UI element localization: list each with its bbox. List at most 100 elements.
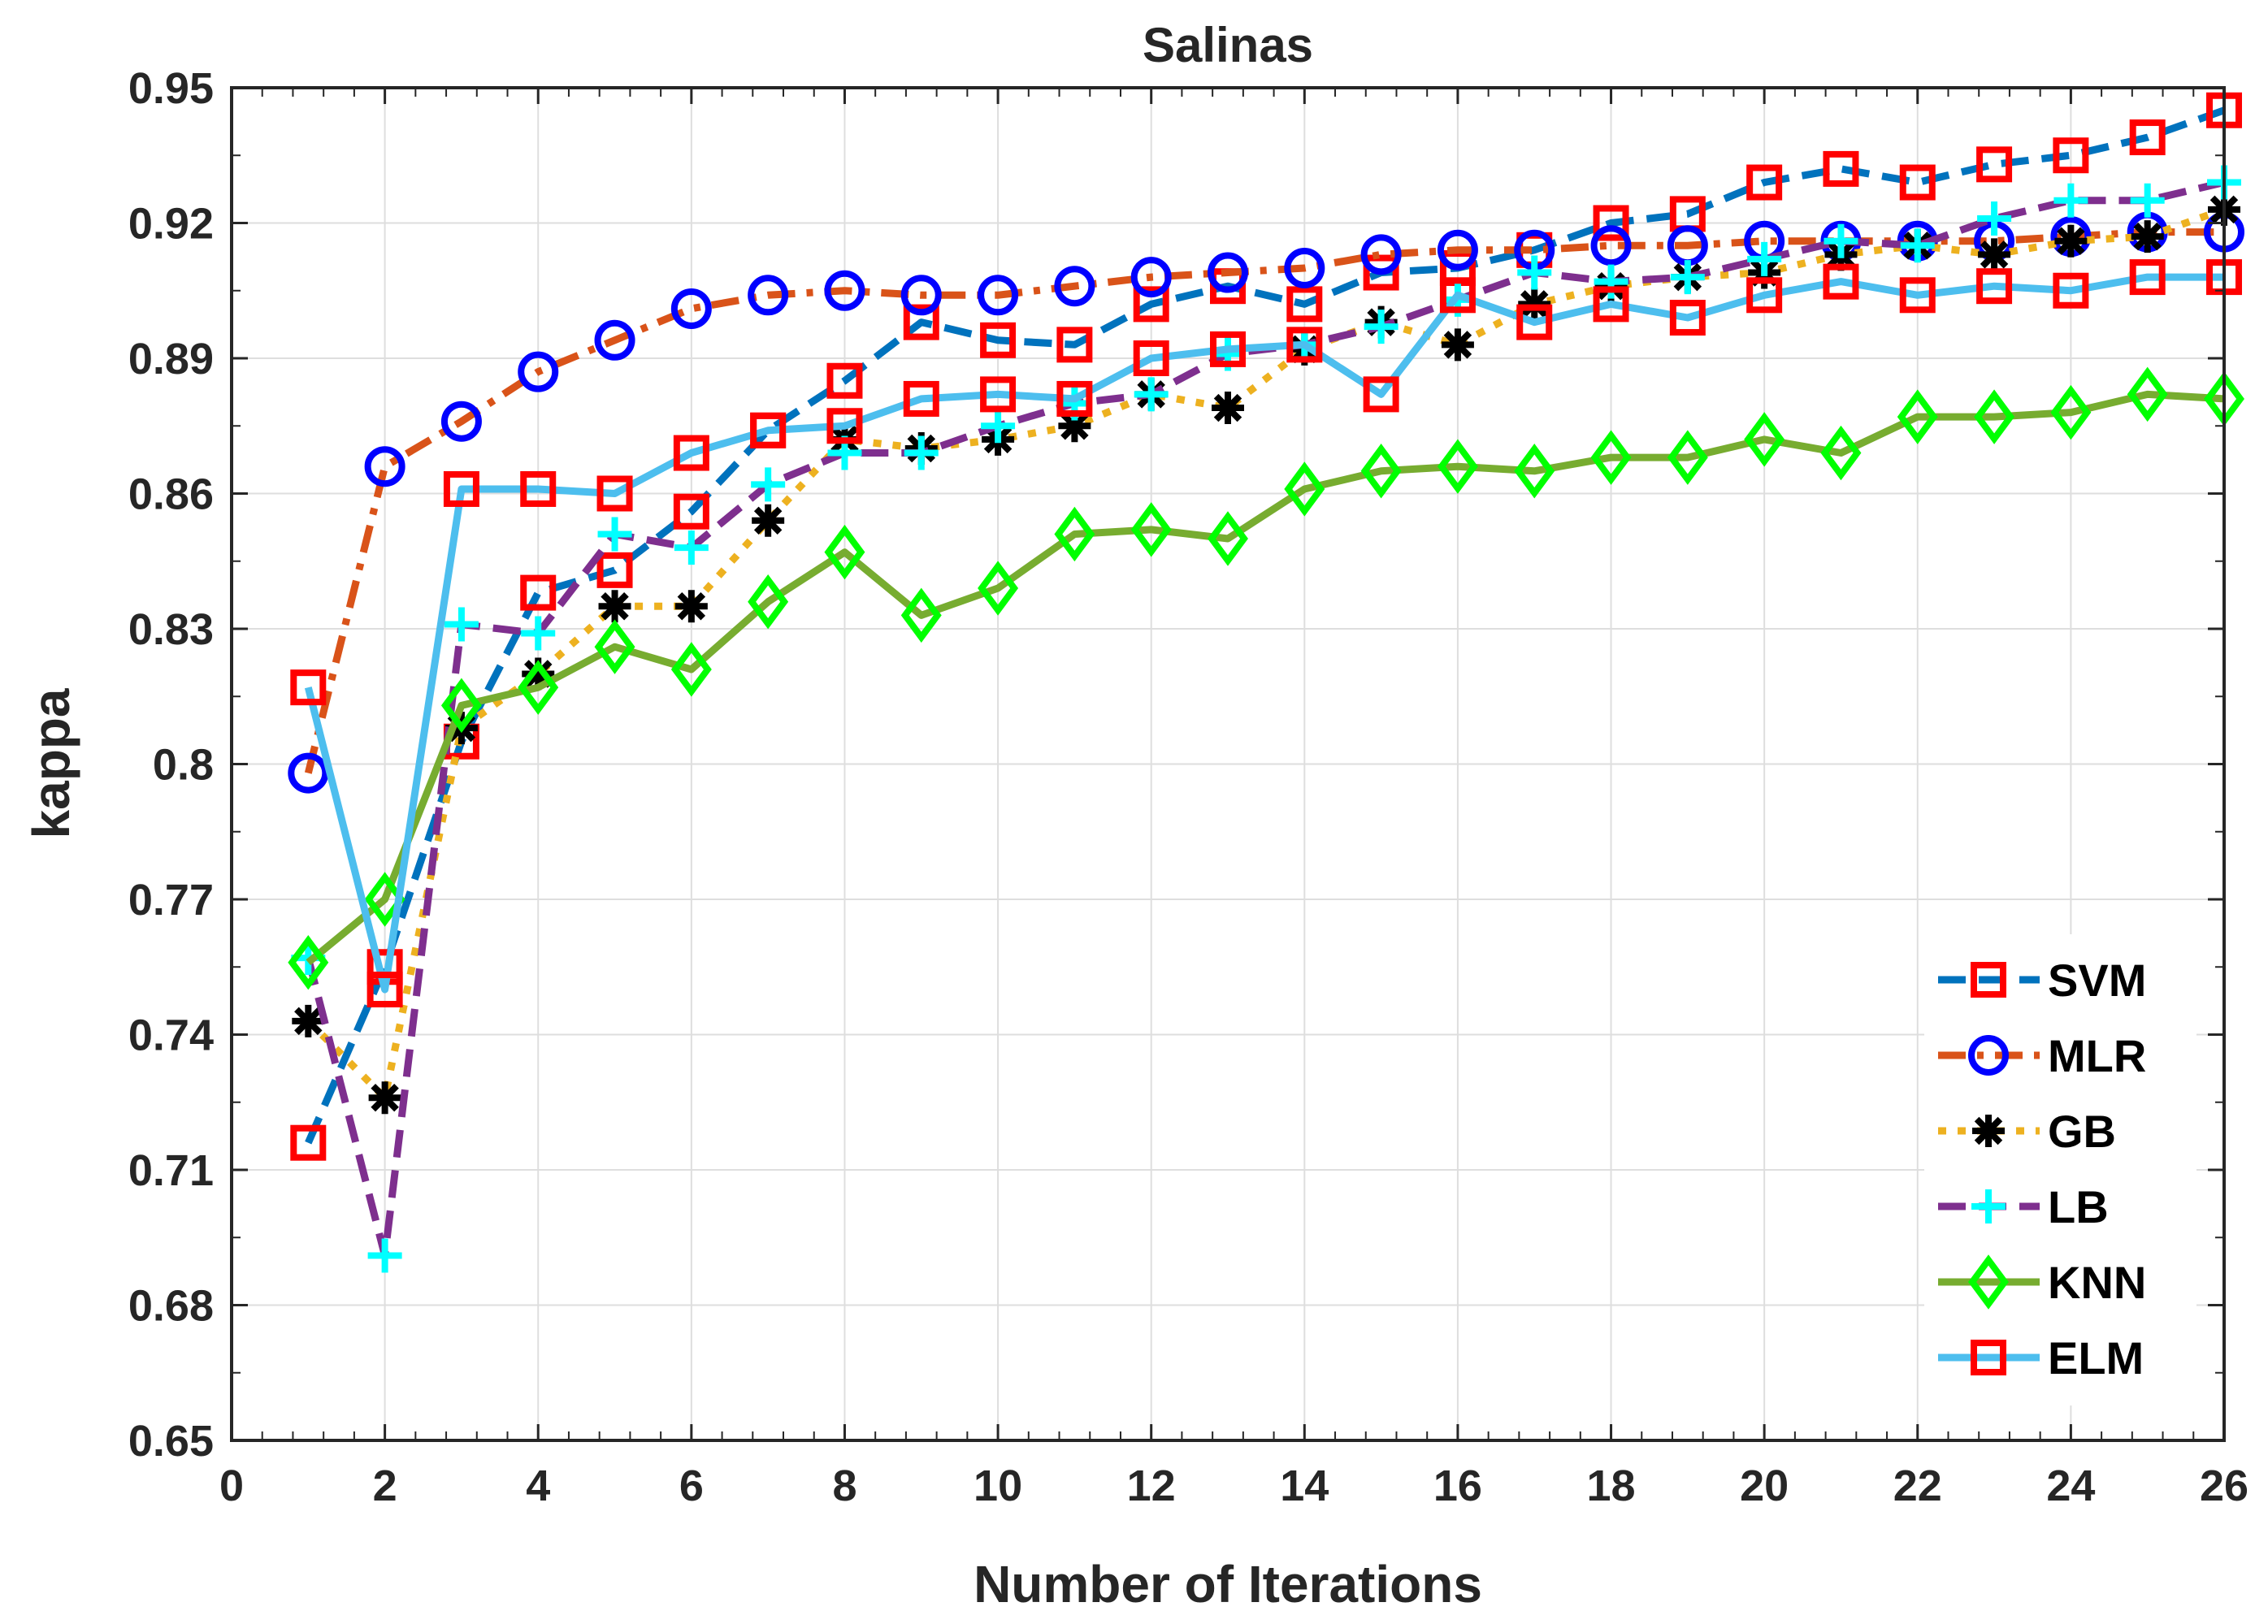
- data-point-lb: [904, 435, 939, 470]
- data-point-lb: [1900, 228, 1935, 263]
- data-point-lb: [367, 1238, 402, 1273]
- data-point-knn: [670, 642, 712, 697]
- data-point-mlr: [1437, 229, 1478, 271]
- data-point-svm: [673, 493, 709, 530]
- data-point-svm: [1363, 254, 1399, 291]
- data-point-mlr: [1360, 234, 1402, 275]
- data-point-knn: [1360, 444, 1402, 499]
- data-point-elm: [366, 972, 403, 1007]
- data-point-lb: [2053, 183, 2088, 218]
- data-point-elm: [2053, 272, 2089, 309]
- legend: SVM MLR GB LB KNN ELM: [1924, 934, 2196, 1405]
- data-point-knn: [1820, 425, 1862, 481]
- x-tick-label: 2: [373, 1462, 397, 1510]
- legend-marker-elm: [1971, 1340, 2006, 1375]
- data-point-mlr: [670, 288, 712, 329]
- x-tick-label: 12: [1127, 1462, 1176, 1510]
- data-point-knn: [824, 524, 865, 580]
- data-point-lb: [1134, 377, 1169, 412]
- data-point-mlr: [518, 351, 559, 392]
- data-point-knn: [1437, 439, 1478, 494]
- data-point-lb: [597, 517, 632, 552]
- data-point-svm: [1056, 327, 1093, 363]
- data-point-mlr: [288, 752, 329, 794]
- data-point-knn: [1667, 430, 1708, 485]
- data-point-svm: [2129, 119, 2166, 156]
- data-point-lb: [1824, 223, 1858, 258]
- legend-marker-gb: [1972, 1115, 2005, 1147]
- data-point-gb: [368, 1081, 401, 1115]
- series-line-mlr: [304, 228, 2224, 774]
- x-tick-label: 6: [679, 1462, 704, 1510]
- data-point-gb: [598, 590, 631, 623]
- data-point-mlr: [1130, 257, 1172, 298]
- data-point-lb: [751, 467, 786, 502]
- y-tick-label: 0.68: [128, 1282, 214, 1331]
- data-point-knn: [1897, 389, 1938, 444]
- y-tick-label: 0.86: [128, 470, 214, 519]
- data-point-mlr: [824, 270, 865, 311]
- x-tick-label: 4: [526, 1462, 550, 1510]
- data-point-lb: [1977, 201, 2012, 236]
- data-point-gb: [674, 590, 708, 623]
- data-point-elm: [826, 408, 863, 444]
- x-tick-label: 0: [219, 1462, 244, 1510]
- data-point-knn: [1208, 511, 1248, 566]
- data-point-lb: [1364, 310, 1399, 344]
- legend-label-lb: LB: [2048, 1181, 2109, 1232]
- data-point-gb: [2131, 220, 2164, 253]
- legend-box: [1924, 934, 2196, 1405]
- data-point-knn: [1514, 444, 1555, 499]
- data-point-knn: [1744, 412, 1785, 467]
- y-tick-label: 0.77: [128, 876, 214, 925]
- y-tick-label: 0.83: [128, 605, 214, 654]
- y-tick-label: 0.8: [153, 741, 214, 790]
- data-point-mlr: [900, 275, 942, 316]
- data-point-svm: [826, 362, 863, 399]
- data-point-lb: [1670, 260, 1705, 295]
- data-point-knn: [2050, 384, 2092, 440]
- legend-marker-knn: [1968, 1254, 2009, 1310]
- data-point-mlr: [978, 275, 1019, 316]
- data-point-knn: [2127, 366, 2168, 422]
- data-point-elm: [980, 376, 1017, 413]
- y-tick-label: 0.89: [128, 335, 214, 383]
- x-tick-label: 16: [1433, 1462, 1482, 1510]
- data-point-svm: [903, 304, 939, 340]
- data-point-lb: [1747, 241, 1782, 276]
- data-point-gb: [2054, 224, 2088, 258]
- ticks: 0.65 0.68 0.71 0.74 0.77 0.8 0.83 0.86 0.89 0.92 0…: [128, 64, 2248, 1510]
- data-point-knn: [978, 561, 1019, 616]
- data-point-lb: [521, 616, 556, 651]
- data-point-svm: [1746, 164, 1783, 201]
- data-point-gb: [1978, 238, 2011, 271]
- data-point-elm: [1669, 300, 1706, 336]
- data-point-knn: [288, 934, 329, 990]
- data-point-gb: [1441, 328, 1474, 362]
- data-point-gb: [1518, 288, 1551, 321]
- data-point-lb: [2130, 183, 2165, 218]
- data-point-elm: [903, 380, 939, 417]
- data-point-gb: [1212, 392, 1244, 425]
- y-tick-label: 0.65: [128, 1417, 214, 1466]
- legend-label-gb: GB: [2048, 1106, 2116, 1157]
- data-point-knn: [1590, 430, 1632, 485]
- series-group: [288, 92, 2244, 1273]
- legend-marker-svm: [1971, 962, 2006, 998]
- data-point-elm: [1363, 376, 1399, 413]
- data-point-elm: [1593, 286, 1629, 323]
- data-point-knn: [364, 872, 405, 927]
- x-tick-label: 10: [974, 1462, 1022, 1510]
- chart-title: Salinas: [1143, 18, 1313, 72]
- data-point-elm: [1899, 277, 1936, 314]
- y-axis-title: kappa: [22, 688, 80, 838]
- series-line-gb: [306, 206, 2226, 1102]
- y-tick-label: 0.92: [128, 200, 214, 249]
- x-tick-label: 26: [2200, 1462, 2248, 1510]
- x-tick-label: 14: [1280, 1462, 1329, 1510]
- data-point-knn: [1130, 502, 1172, 557]
- data-point-knn: [594, 619, 635, 674]
- legend-marker-mlr: [1968, 1035, 2009, 1076]
- data-point-elm: [520, 470, 557, 507]
